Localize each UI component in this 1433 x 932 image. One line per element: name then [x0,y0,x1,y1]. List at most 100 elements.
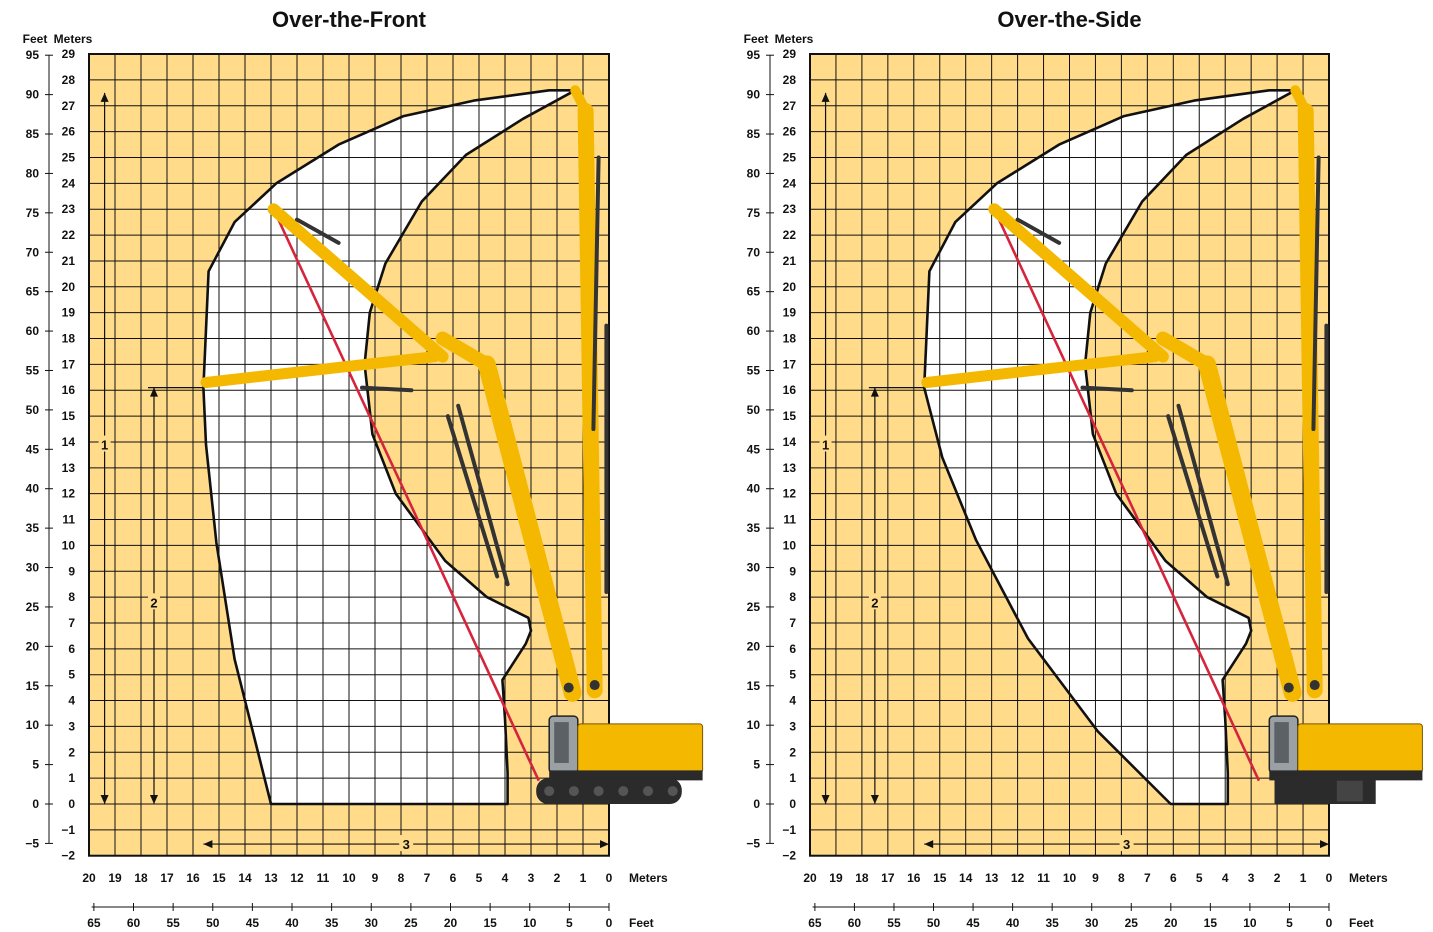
y-meters-tick-label: 12 [783,487,797,501]
working-envelope-fill [924,90,1296,805]
x-meters-tick-label: 14 [959,871,973,885]
cab-window [554,722,569,763]
x-meters-tick-label: 10 [1063,871,1077,885]
x-meters-tick-label: 6 [450,871,457,885]
y-feet-tick-label: 80 [26,166,40,180]
track-roller [593,786,604,797]
upright-pivot-pin [589,680,600,691]
plot-frame [88,53,610,857]
dimension-1-label: 1 [822,438,829,453]
x-meters-tick-label: 0 [606,871,613,885]
x-feet-tick-label: 65 [808,916,822,930]
y-feet-tick-label: 60 [26,324,40,338]
x-meters-tick-label: 20 [803,871,817,885]
y-meters-tick-label: −2 [782,849,796,863]
y-feet-tick-label: 30 [26,561,40,575]
x-meters-tick-label: 14 [238,871,252,885]
y-meters-tick-label: 22 [62,228,76,242]
track-roller [667,786,678,797]
y-meters-tick-label: 29 [783,47,797,61]
y-feet-tick-label: 40 [747,482,761,496]
chart-title: Over-the-Side [997,7,1141,32]
y-meters-tick-label: 1 [68,771,75,785]
y-meters-tick-label: 15 [62,409,76,423]
y-meters-tick-label: 10 [783,538,797,552]
x-feet-tick-label: 60 [127,916,141,930]
x-meters-tick-label: 0 [1326,871,1333,885]
x-meters-tick-label: 1 [1300,871,1307,885]
plot-frame [809,53,1330,857]
boom-pivot-pin [563,682,574,693]
x-meters-tick-label: 3 [1248,871,1255,885]
reach-stick [921,351,1161,388]
y-meters-tick-label: 5 [789,668,796,682]
y-meters-tick-label: 23 [62,202,76,216]
x-meters-tick-label: 3 [528,871,535,885]
y-feet-tick-label: 75 [26,206,40,220]
y-feet-tick-label: 70 [26,245,40,259]
main-boom [477,355,582,702]
y-feet-tick-label: 95 [26,48,40,62]
y-feet-tick-label: 85 [26,127,40,141]
dimension-arrowhead [924,840,934,849]
dimension-arrowhead [203,840,213,849]
y-feet-tick-label: 15 [747,679,761,693]
chart-title: Over-the-Front [272,7,427,32]
x-meters-tick-label: 20 [82,871,96,885]
y-meters-tick-label: 7 [68,616,75,630]
boom-cylinder [456,403,510,587]
dimension-arrowhead [100,795,109,804]
dimension-arrowhead [1320,840,1329,849]
x-feet-tick-label: 50 [927,916,941,930]
y-meters-tick-label: −1 [782,823,796,837]
x-feet-tick-label: 30 [365,916,379,930]
y-feet-tick-label: 45 [747,442,761,456]
y-meters-tick-label: 19 [62,306,76,320]
dimension-3-label: 3 [403,837,410,852]
y-meters-tick-label: 13 [62,461,76,475]
dimension-1-label-bg [98,435,111,452]
y-feet-tick-label: 25 [26,600,40,614]
upright-stick-cylinder [591,155,601,432]
y-meters-tick-label: 11 [62,513,75,527]
track-frame-side [1336,780,1363,802]
y-feet-tick-label: 50 [26,403,40,417]
y-meters-tick-label: 3 [68,719,75,733]
y-meters-tick-label: 11 [783,513,796,527]
y-feet-tick-label: 40 [26,482,40,496]
y-meters-tick-label: −1 [61,823,75,837]
dimension-arrowhead [870,795,879,804]
track-roller [618,786,629,797]
y-feet-tick-label: 25 [747,600,761,614]
y-meters-tick-label: 21 [783,254,797,268]
y-meters-tick-label: 14 [62,435,76,449]
y-meters-tick-label: 27 [62,99,76,113]
y-feet-tick-label: 55 [26,363,40,377]
y-feet-tick-label: −5 [25,836,39,850]
dimension-arrowhead [150,387,158,397]
y-meters-tick-label: 29 [62,47,76,61]
feet-axis-header: Feet [744,32,769,46]
stick-cylinder [1080,385,1134,393]
upper-cylinder [1015,217,1062,245]
y-meters-tick-label: 4 [789,694,796,708]
x-feet-tick-label: 15 [483,916,497,930]
upper-boom [988,203,1169,363]
y-meters-tick-label: 17 [62,357,76,371]
meters-axis-header: Meters [775,32,814,46]
boom-knuckle [435,331,494,372]
upright-pivot-pin [1309,680,1320,691]
y-meters-tick-label: 9 [789,564,796,578]
y-feet-tick-label: 0 [753,797,760,811]
y-meters-tick-label: 9 [68,564,75,578]
x-meters-tick-label: 19 [829,871,843,885]
x-meters-tick-label: 19 [108,871,122,885]
y-meters-tick-label: 28 [62,73,76,87]
y-feet-tick-label: 65 [26,285,40,299]
y-feet-tick-label: 5 [32,758,39,772]
x-feet-tick-label: 0 [606,916,613,930]
y-feet-tick-label: 15 [26,679,40,693]
x-meters-tick-label: 2 [1274,871,1281,885]
upper-cylinder [295,217,341,245]
dimension-arrowhead [150,795,158,804]
